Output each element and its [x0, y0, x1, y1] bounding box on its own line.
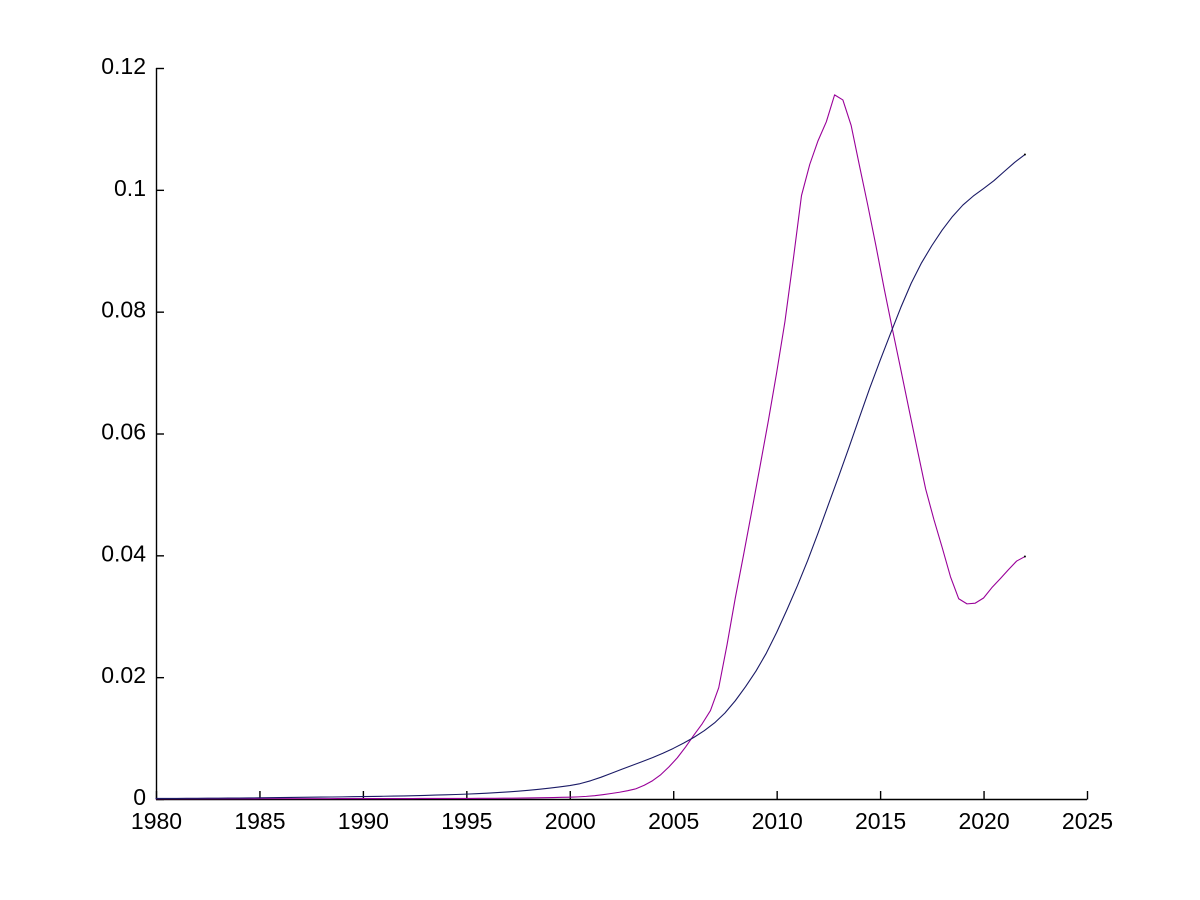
svg-text:1995: 1995 [441, 808, 492, 834]
svg-text:0.04: 0.04 [101, 540, 146, 566]
svg-text:0.02: 0.02 [101, 662, 146, 688]
svg-text:2010: 2010 [752, 808, 803, 834]
svg-text:2005: 2005 [648, 808, 699, 834]
svg-text:1985: 1985 [234, 808, 285, 834]
svg-text:0.08: 0.08 [101, 297, 146, 323]
svg-text:1980: 1980 [131, 808, 182, 834]
svg-text:2025: 2025 [1062, 808, 1113, 834]
svg-text:0.06: 0.06 [101, 419, 146, 445]
svg-text:2020: 2020 [958, 808, 1009, 834]
svg-text:0.12: 0.12 [101, 53, 146, 79]
svg-text:0.1: 0.1 [114, 175, 146, 201]
svg-text:1990: 1990 [338, 808, 389, 834]
svg-text:0: 0 [133, 784, 146, 810]
svg-text:2000: 2000 [545, 808, 596, 834]
svg-text:2015: 2015 [855, 808, 906, 834]
